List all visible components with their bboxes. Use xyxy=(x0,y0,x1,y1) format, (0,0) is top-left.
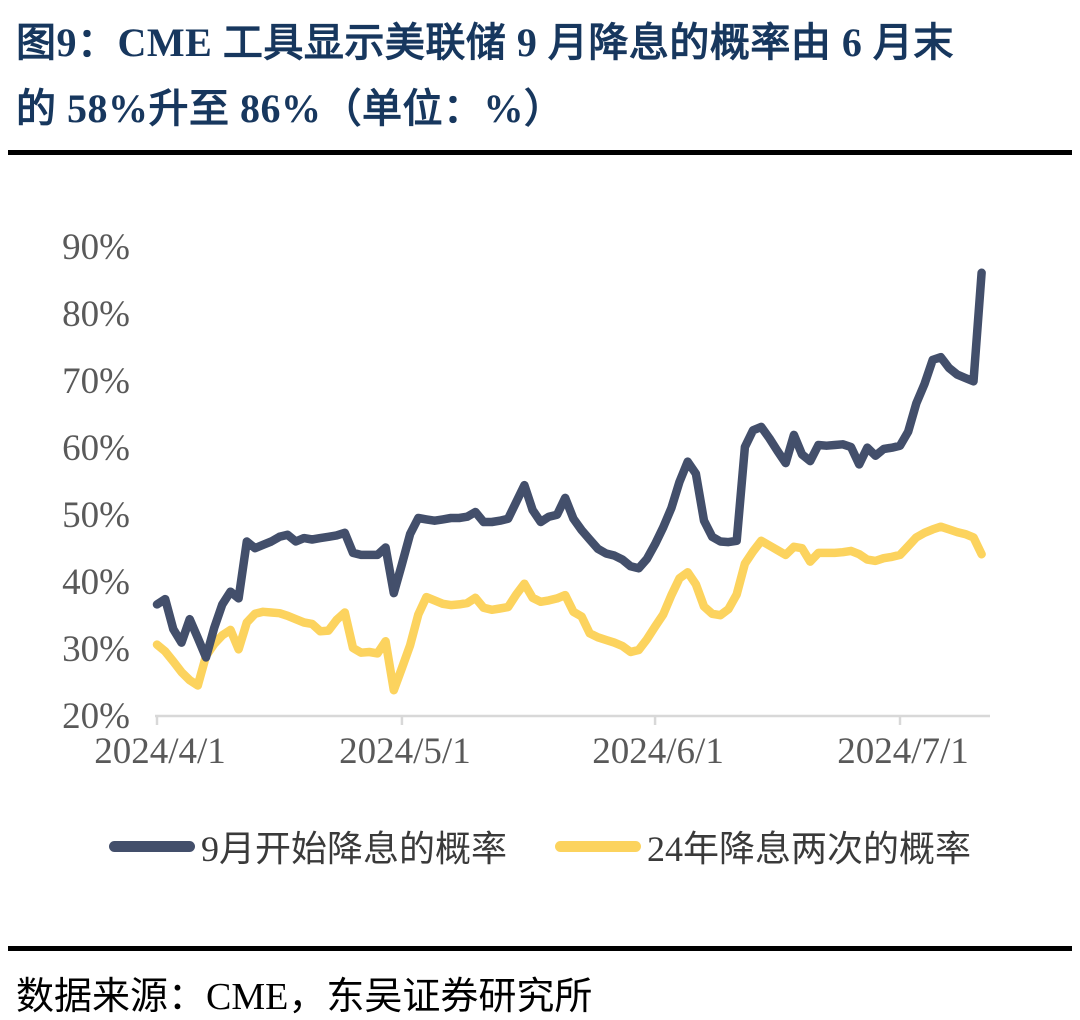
series-line-1 xyxy=(152,522,986,695)
x-axis-label: 2024/4/1 xyxy=(94,731,226,772)
bottom-divider xyxy=(8,946,1072,951)
figure-title: 图9：CME 工具显示美联储 9 月降息的概率由 6 月末 的 58%升至 86… xyxy=(0,0,1080,142)
chart-legend: 9月开始降息的概率 24年降息两次的概率 xyxy=(0,820,1080,872)
y-axis-label: 30% xyxy=(62,629,130,670)
y-axis-label: 70% xyxy=(62,361,130,402)
series-line-0 xyxy=(152,268,986,662)
y-axis-label: 90% xyxy=(62,227,130,268)
legend-label-september-cut: 9月开始降息的概率 xyxy=(200,829,507,869)
probability-line-chart: 2024/4/1 2024/5/1 2024/6/1 2024/7/1 90% 80% 70… xyxy=(62,227,990,772)
legend-item-two-cuts: 24年降息两次的概率 xyxy=(555,820,971,872)
top-divider xyxy=(8,150,1072,155)
y-axis-label: 40% xyxy=(62,562,130,603)
legend-swatch-navy xyxy=(108,840,195,852)
figure-title-line1: 图9：CME 工具显示美联储 9 月降息的概率由 6 月末 xyxy=(16,20,954,65)
legend-swatch-yellow xyxy=(555,840,641,852)
legend-item-september-cut: 9月开始降息的概率 xyxy=(108,820,507,872)
y-axis-label: 20% xyxy=(62,696,130,737)
figure-title-line2: 的 58%升至 86%（单位：%） xyxy=(16,86,565,131)
data-source: 数据来源：CME，东吴证券研究所 xyxy=(16,976,593,1018)
legend-label-two-cuts: 24年降息两次的概率 xyxy=(647,829,972,869)
x-axis-label: 2024/5/1 xyxy=(339,731,471,772)
y-axis-label: 80% xyxy=(62,294,130,335)
y-axis-label: 50% xyxy=(62,495,130,536)
y-axis-label: 60% xyxy=(62,428,130,469)
x-axis-label: 2024/7/1 xyxy=(837,731,969,772)
x-axis-label: 2024/6/1 xyxy=(592,731,724,772)
